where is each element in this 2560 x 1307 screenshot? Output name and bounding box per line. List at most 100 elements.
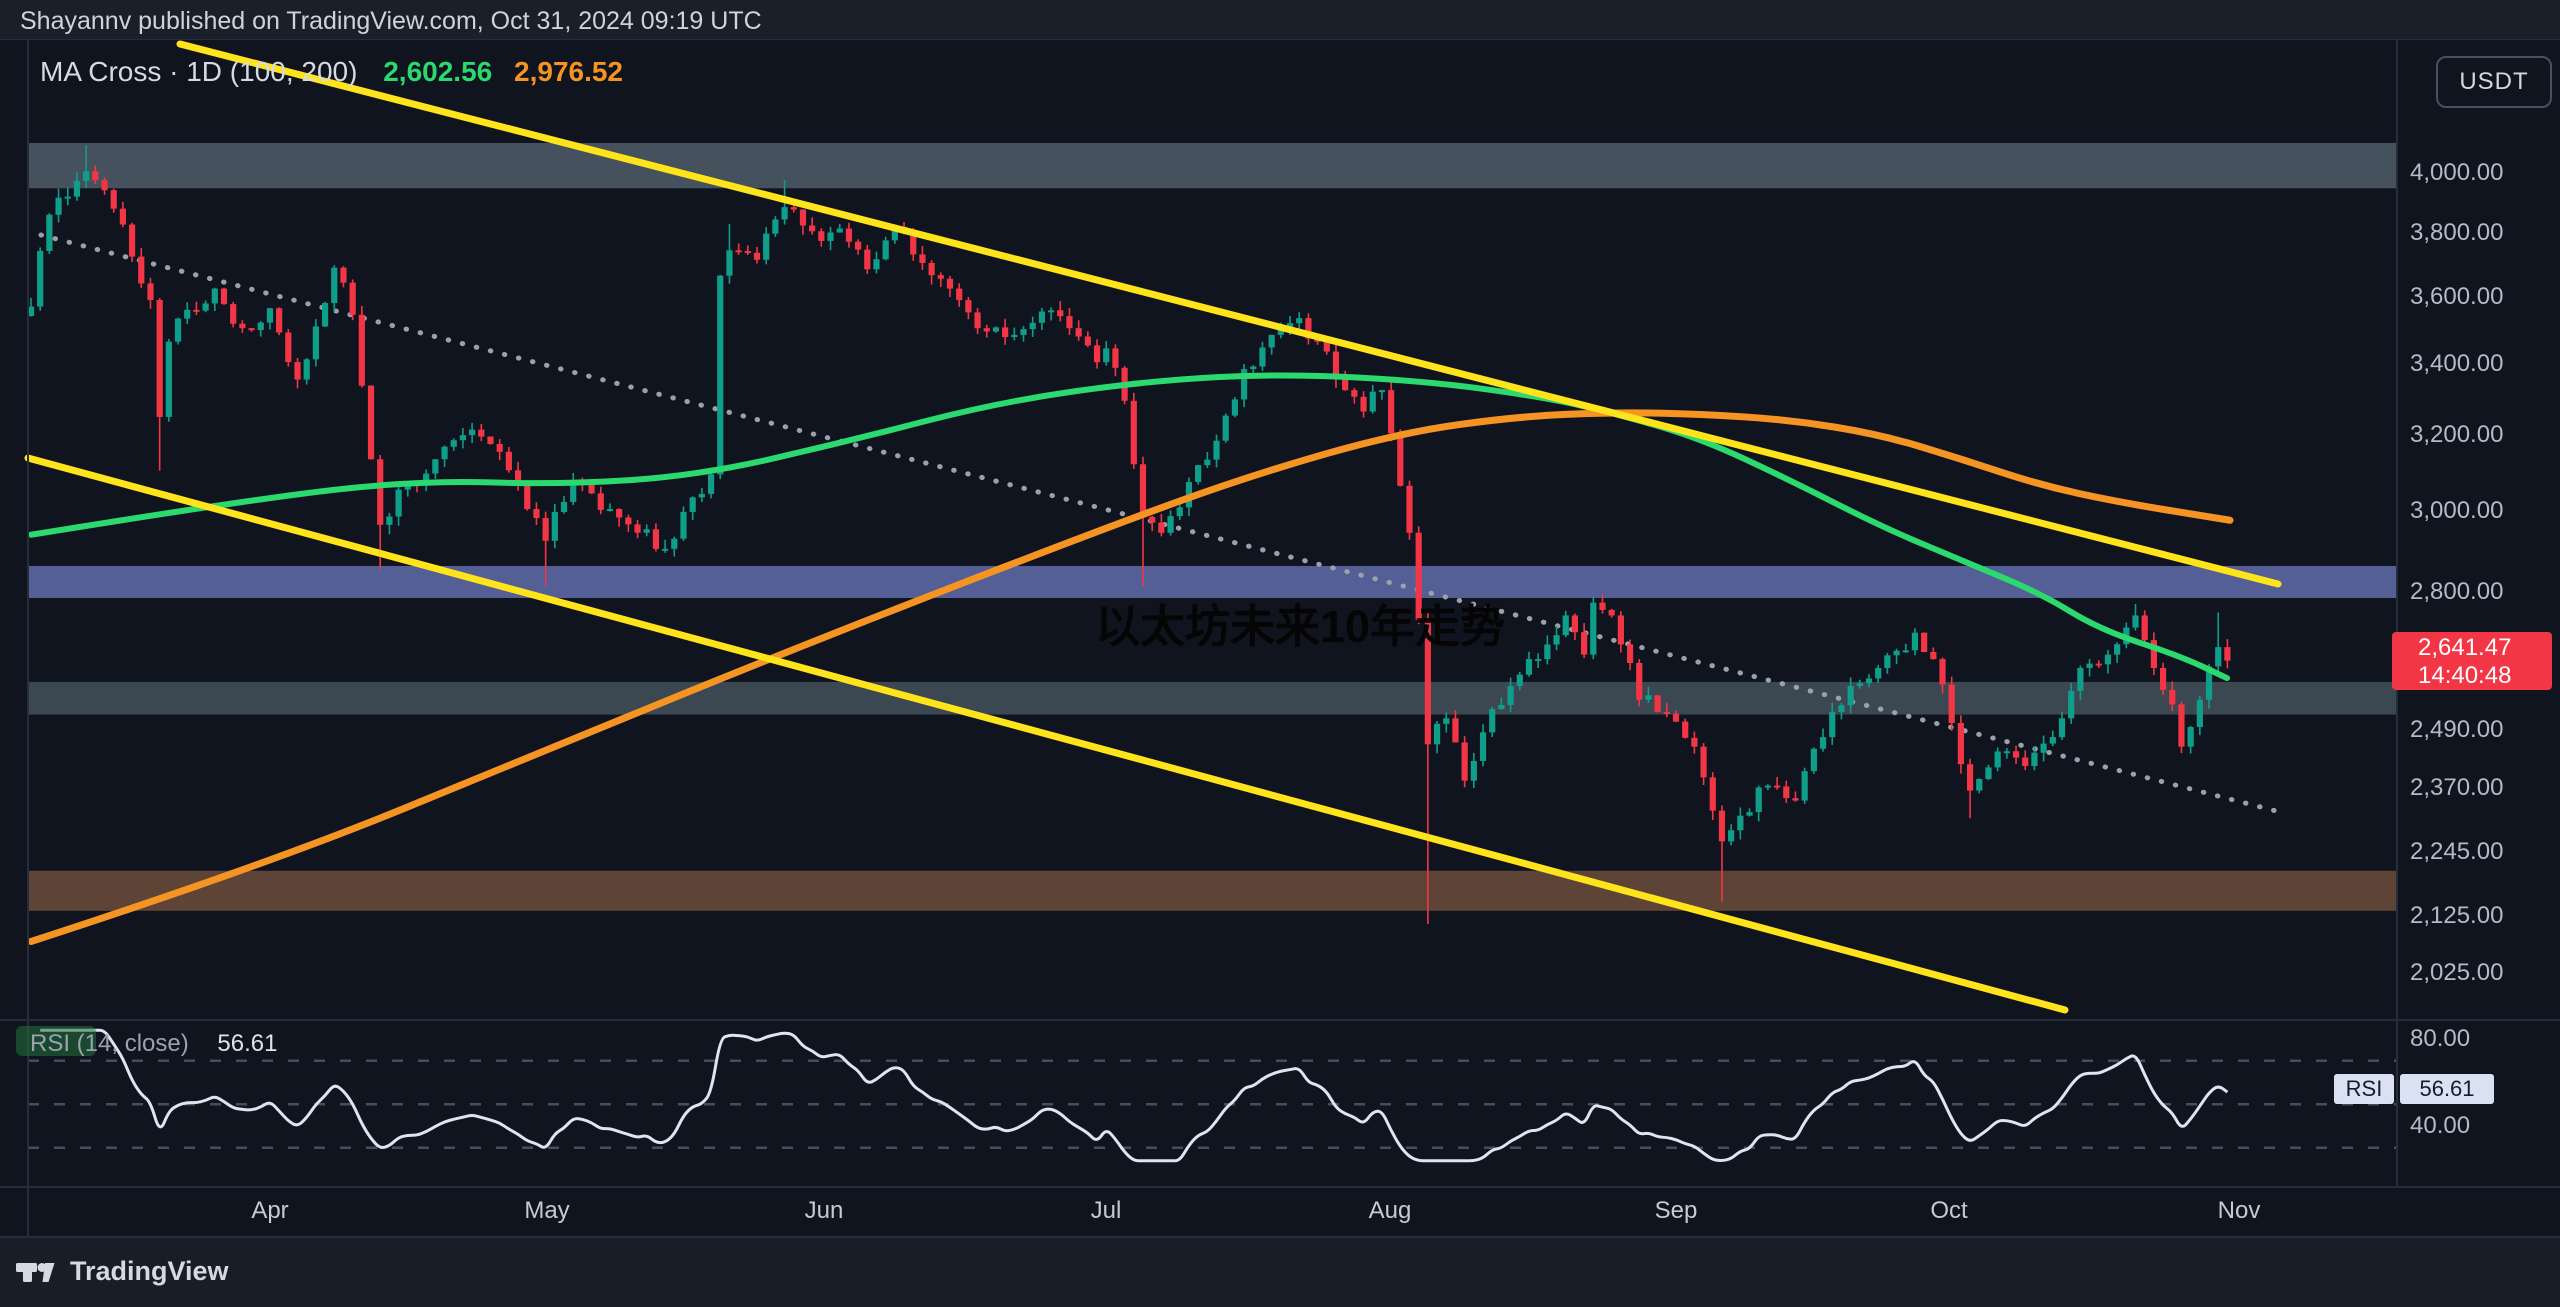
candle xyxy=(551,503,558,549)
candle xyxy=(46,213,53,255)
lower-trendline[interactable] xyxy=(24,454,2069,1014)
candle xyxy=(1544,635,1551,665)
candle xyxy=(1884,652,1891,674)
candle xyxy=(165,338,172,422)
price-axis[interactable]: 2,641.47 14:40:48 4,000.00 3,800.00 3,600.… xyxy=(2392,40,2560,1186)
candle xyxy=(285,329,292,367)
candle xyxy=(836,223,843,233)
price-axis-label: 2,800.00 xyxy=(2410,578,2504,606)
bar-countdown: 14:40:48 xyxy=(2418,661,2512,689)
candle xyxy=(1093,339,1101,369)
candle xyxy=(469,422,476,443)
candle xyxy=(864,244,871,274)
price-axis-label: 2,245.00 xyxy=(2410,837,2504,865)
candle xyxy=(1645,686,1652,703)
candle xyxy=(202,300,209,313)
candle xyxy=(27,297,35,317)
candle xyxy=(717,274,724,480)
time-axis-label-jun: Jun xyxy=(804,1197,844,1224)
candle xyxy=(1764,784,1772,791)
top-status-bar: Shayannv published on TradingView.com, O… xyxy=(0,0,2560,40)
candle xyxy=(1893,648,1900,664)
candle xyxy=(1865,674,1873,688)
candle xyxy=(1378,389,1386,400)
candle xyxy=(680,506,687,541)
footer-bar xyxy=(0,1237,2560,1307)
candle xyxy=(2104,649,2112,674)
candle xyxy=(735,243,742,255)
tradingview-brand[interactable]: TradingView xyxy=(16,1254,229,1288)
candle xyxy=(257,321,264,337)
candle xyxy=(1783,780,1790,803)
candle xyxy=(1470,752,1477,789)
price-axis-label: 3,000.00 xyxy=(2410,497,2504,525)
candle xyxy=(2049,730,2056,747)
candle xyxy=(2141,610,2148,644)
candle xyxy=(1801,767,1808,804)
candle xyxy=(1222,413,1229,443)
candle xyxy=(1700,743,1707,786)
candle xyxy=(1921,632,1928,653)
time-axis-label-nov: Nov xyxy=(2217,1197,2261,1224)
rsi-axis-label: 40.00 xyxy=(2410,1112,2471,1139)
candle xyxy=(2077,665,2084,700)
candle xyxy=(1516,671,1523,691)
candle xyxy=(671,536,678,557)
candle xyxy=(1948,676,1955,731)
candle xyxy=(2040,735,2047,762)
candle xyxy=(560,495,568,514)
candle xyxy=(1029,316,1036,337)
currency-toggle-button[interactable]: USDT xyxy=(2436,56,2552,108)
candle xyxy=(1388,380,1395,442)
candle xyxy=(193,301,200,316)
candle xyxy=(64,187,71,206)
candle xyxy=(1424,611,1431,925)
candle xyxy=(2224,639,2231,669)
candle xyxy=(1268,334,1275,355)
ma-slow-value: 2,976.52 xyxy=(514,56,624,87)
candle xyxy=(119,201,126,228)
candle xyxy=(882,236,889,261)
candle xyxy=(1498,697,1505,710)
upper-trendline[interactable] xyxy=(176,40,2282,588)
candle xyxy=(1829,702,1836,745)
pane-separator[interactable] xyxy=(0,1019,2560,1021)
last-price-badge: 2,641.47 14:40:48 xyxy=(2392,631,2552,690)
price-axis-label: 2,125.00 xyxy=(2410,902,2504,930)
candle xyxy=(1415,526,1422,625)
tradingview-brand-name: TradingView xyxy=(70,1255,229,1286)
candle xyxy=(662,539,669,553)
rsi-legend-highlight xyxy=(16,1026,96,1056)
time-axis-label-sep: Sep xyxy=(1654,1197,1698,1224)
time-axis[interactable]: Apr May Jun Jul Aug Sep Oct Nov xyxy=(0,1187,2560,1236)
candle xyxy=(1608,608,1615,618)
candle xyxy=(110,188,117,213)
candle xyxy=(744,245,751,255)
candle xyxy=(2196,695,2203,736)
candle xyxy=(1819,728,1827,752)
candle xyxy=(1461,736,1468,788)
candle xyxy=(1020,326,1027,342)
time-axis-label-oct: Oct xyxy=(1930,1197,1968,1224)
candle xyxy=(1158,513,1165,537)
candle xyxy=(1369,384,1376,414)
candle xyxy=(2169,681,2176,711)
candle xyxy=(1682,718,1689,739)
candle xyxy=(2095,660,2102,668)
candle xyxy=(478,424,485,442)
candle xyxy=(1351,387,1358,404)
support-zone-2550 xyxy=(28,681,2396,715)
candle xyxy=(1323,341,1330,355)
candle xyxy=(395,482,402,526)
candle xyxy=(809,217,816,235)
price-axis-label: 3,200.00 xyxy=(2410,421,2504,449)
axis-border xyxy=(2396,40,2398,1186)
candle xyxy=(1902,643,1909,653)
candle xyxy=(156,297,163,471)
candle xyxy=(459,427,467,449)
candle xyxy=(1139,456,1147,586)
candle xyxy=(321,301,329,328)
candle xyxy=(1443,712,1450,733)
candle xyxy=(432,459,439,479)
